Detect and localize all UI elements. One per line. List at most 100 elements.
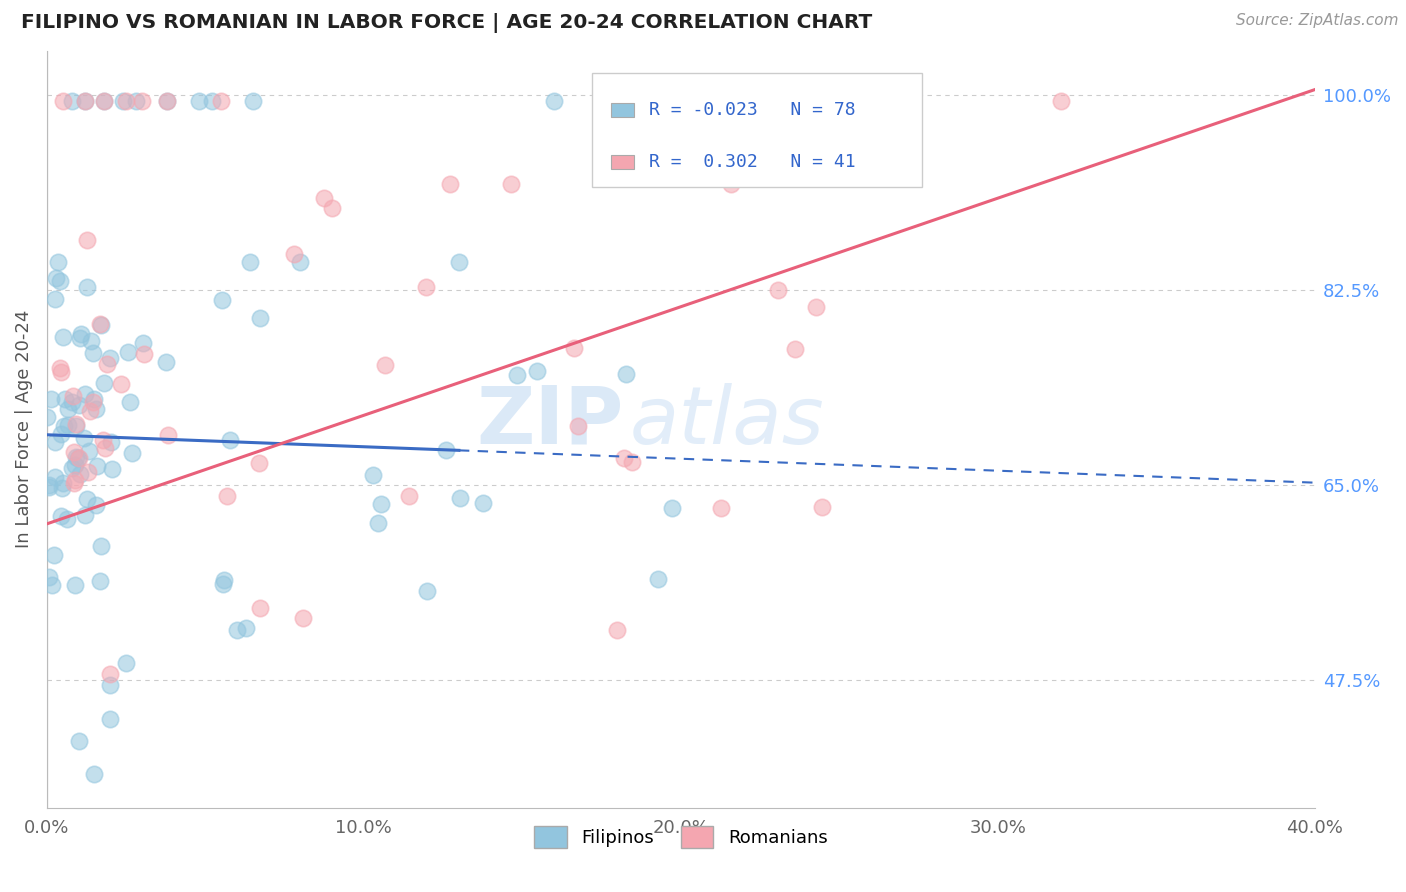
Point [49, 427, 72, 442]
Point [720, 178, 742, 192]
Point [76, 465, 98, 479]
Point [131, 94, 153, 108]
Point [46, 255, 69, 269]
Text: R = -0.023   N = 78: R = -0.023 N = 78 [650, 101, 856, 119]
Point [614, 367, 637, 381]
Point [226, 623, 249, 637]
Point [69, 467, 91, 481]
Point [84, 498, 107, 512]
Point [53, 392, 76, 406]
Point [38, 478, 60, 492]
Point [65, 418, 87, 433]
Text: ZIP: ZIP [477, 383, 624, 460]
Point [312, 191, 335, 205]
Point [52, 419, 75, 434]
Point [76, 492, 98, 507]
Point [62, 476, 84, 491]
Point [52, 330, 75, 344]
Point [209, 94, 232, 108]
Point [120, 394, 142, 409]
Point [543, 94, 565, 108]
Point [439, 178, 461, 192]
Point [367, 516, 389, 530]
Point [98, 712, 121, 726]
Point [93, 376, 115, 391]
Point [434, 443, 457, 458]
Point [76, 279, 98, 293]
Point [56, 401, 79, 416]
Point [37, 410, 59, 425]
Point [60, 394, 83, 409]
Point [76, 233, 98, 247]
Y-axis label: In Labor Force | Age 20-24: In Labor Force | Age 20-24 [15, 310, 32, 549]
Point [89, 574, 111, 589]
Point [52, 94, 75, 108]
Point [70, 327, 93, 342]
Point [63, 444, 86, 458]
Point [398, 490, 420, 504]
Point [39, 392, 62, 406]
Point [96, 357, 118, 371]
Point [77, 444, 100, 458]
Point [621, 454, 644, 468]
Point [91, 434, 114, 448]
Point [242, 94, 264, 108]
Point [75, 508, 97, 523]
Text: R =  0.302   N = 41: R = 0.302 N = 41 [650, 153, 856, 171]
Point [44, 548, 66, 562]
Point [62, 389, 84, 403]
Point [472, 496, 495, 510]
Point [239, 255, 262, 269]
Point [66, 451, 89, 466]
Point [94, 441, 117, 455]
Point [56, 418, 79, 433]
Point [370, 497, 392, 511]
Point [247, 456, 270, 470]
Point [124, 94, 146, 108]
Point [416, 583, 439, 598]
Point [506, 368, 529, 383]
Bar [612, 103, 634, 117]
Point [49, 361, 72, 376]
Point [766, 283, 789, 297]
Point [73, 94, 96, 108]
Point [374, 359, 396, 373]
Point [363, 467, 385, 482]
Point [291, 611, 314, 625]
Point [211, 577, 233, 591]
Text: FILIPINO VS ROMANIAN IN LABOR FORCE | AGE 20-24 CORRELATION CHART: FILIPINO VS ROMANIAN IN LABOR FORCE | AG… [21, 13, 872, 33]
Point [90, 539, 112, 553]
Point [83, 767, 105, 781]
Point [82, 346, 104, 360]
Point [49, 508, 72, 523]
Point [44, 470, 66, 484]
Point [288, 255, 311, 269]
Point [111, 94, 134, 108]
Point [41, 578, 63, 592]
Point [65, 417, 87, 431]
Point [73, 94, 96, 108]
Point [83, 392, 105, 406]
Point [65, 450, 87, 464]
Text: Source: ZipAtlas.com: Source: ZipAtlas.com [1236, 13, 1399, 29]
Bar [612, 155, 634, 169]
Point [201, 94, 224, 108]
Point [567, 418, 589, 433]
Point [117, 345, 139, 359]
Point [82, 395, 104, 409]
Point [67, 734, 90, 748]
Point [249, 310, 271, 325]
Point [98, 667, 121, 681]
Point [449, 491, 471, 506]
Point [110, 376, 132, 391]
Point [115, 656, 138, 670]
Point [215, 489, 238, 503]
Text: atlas: atlas [630, 383, 825, 460]
Point [49, 274, 72, 288]
Point [67, 398, 90, 412]
Point [131, 336, 153, 351]
Point [60, 94, 83, 108]
Point [60, 460, 83, 475]
Point [1050, 94, 1073, 108]
Point [98, 351, 121, 365]
